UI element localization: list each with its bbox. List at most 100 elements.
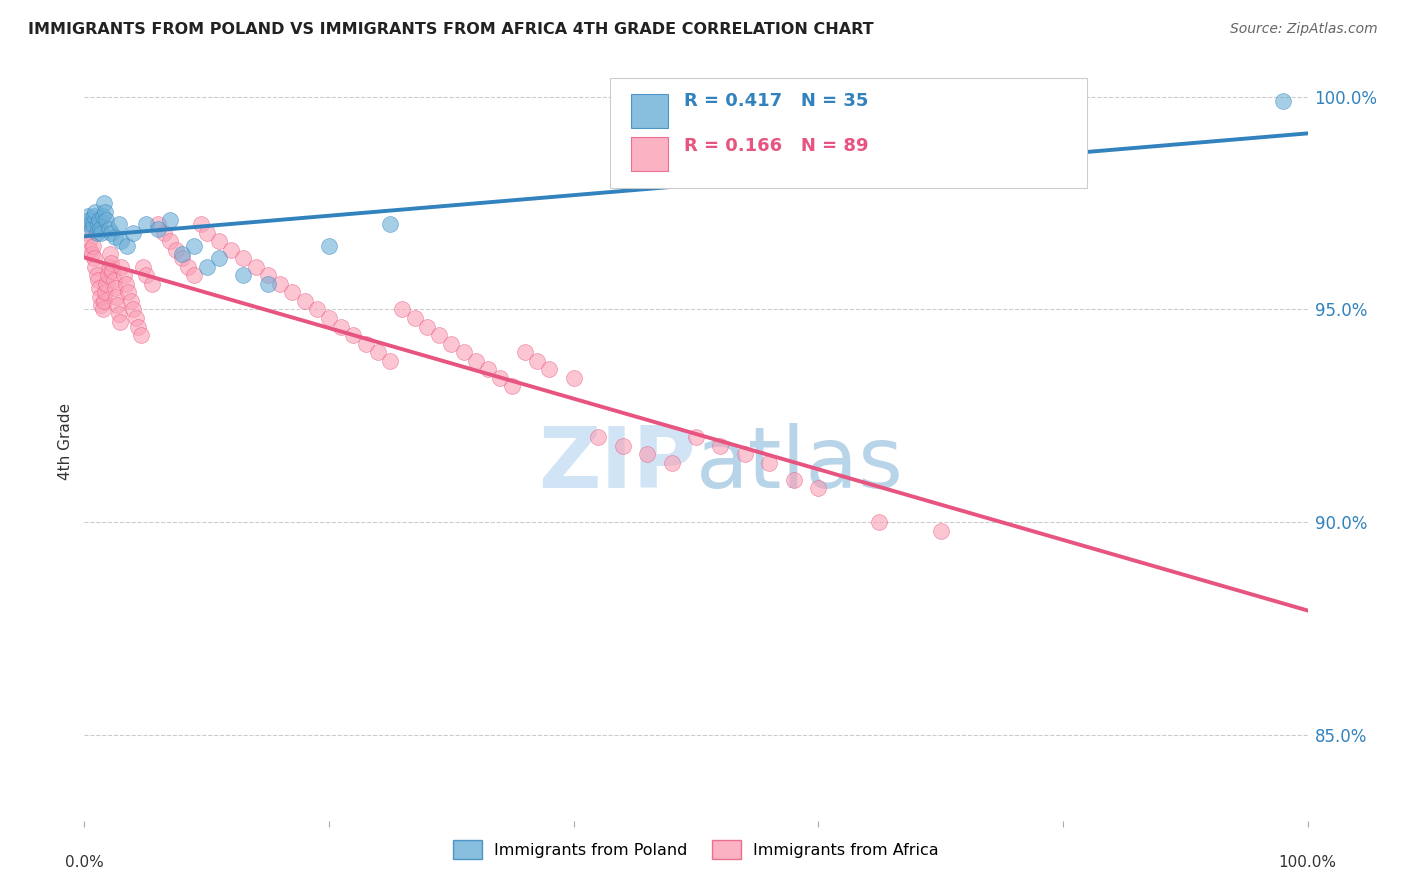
Point <box>101 264 124 278</box>
Point <box>110 235 132 249</box>
Point <box>87 273 110 287</box>
Point <box>464 353 486 368</box>
Point <box>77 226 100 240</box>
Point <box>219 243 242 257</box>
Y-axis label: 4th Grade: 4th Grade <box>58 403 73 480</box>
Point <box>159 213 181 227</box>
Point <box>108 315 131 329</box>
Point <box>97 268 120 283</box>
Point <box>416 319 439 334</box>
Point <box>82 238 104 252</box>
Point <box>87 213 110 227</box>
Point <box>257 268 280 283</box>
Point <box>269 277 291 291</box>
Point <box>84 260 107 274</box>
Point <box>208 252 231 266</box>
Point <box>100 226 122 240</box>
Point <box>83 209 105 223</box>
Point <box>183 238 205 252</box>
Point <box>87 217 110 231</box>
Point <box>477 362 499 376</box>
Point <box>96 213 118 227</box>
Point <box>82 217 104 231</box>
Point <box>190 217 212 231</box>
Point <box>159 235 181 249</box>
Point <box>97 260 120 274</box>
Point <box>354 336 377 351</box>
Point <box>195 260 218 274</box>
Text: Source: ZipAtlas.com: Source: ZipAtlas.com <box>1230 22 1378 37</box>
Point <box>526 353 548 368</box>
Point <box>105 290 128 304</box>
Point <box>103 273 125 287</box>
Point <box>404 311 426 326</box>
Point <box>115 238 138 252</box>
FancyBboxPatch shape <box>631 95 668 128</box>
Point <box>232 268 254 283</box>
Point <box>80 221 103 235</box>
Point <box>127 319 149 334</box>
FancyBboxPatch shape <box>631 136 668 171</box>
Point <box>330 319 353 334</box>
Legend: Immigrants from Poland, Immigrants from Africa: Immigrants from Poland, Immigrants from … <box>447 833 945 866</box>
Point <box>135 268 157 283</box>
Point <box>709 439 731 453</box>
Point <box>177 260 200 274</box>
Point <box>281 285 304 300</box>
Point <box>318 311 340 326</box>
Point <box>141 277 163 291</box>
Point <box>562 370 585 384</box>
Point <box>89 221 111 235</box>
Point <box>929 524 952 538</box>
Point <box>122 226 145 240</box>
Point <box>146 221 169 235</box>
Point <box>208 235 231 249</box>
Point <box>489 370 512 384</box>
Point <box>257 277 280 291</box>
Point <box>91 209 114 223</box>
Point <box>77 213 100 227</box>
Point <box>734 447 756 461</box>
FancyBboxPatch shape <box>610 78 1087 187</box>
Point <box>79 243 101 257</box>
Point <box>84 204 107 219</box>
Point <box>115 277 138 291</box>
Point <box>89 290 111 304</box>
Text: R = 0.166   N = 89: R = 0.166 N = 89 <box>683 137 869 155</box>
Point <box>758 456 780 470</box>
Point <box>869 516 891 530</box>
Point <box>100 255 122 269</box>
Point <box>86 226 108 240</box>
Point <box>77 235 100 249</box>
Point <box>93 293 115 308</box>
Point <box>502 379 524 393</box>
Point <box>685 430 707 444</box>
Point <box>367 345 389 359</box>
Point <box>122 302 145 317</box>
Point <box>453 345 475 359</box>
Point <box>96 277 118 291</box>
Point <box>120 293 142 308</box>
Point <box>79 217 101 231</box>
Point <box>305 302 328 317</box>
Point <box>195 226 218 240</box>
Point <box>129 328 152 343</box>
Point <box>318 238 340 252</box>
Point <box>125 311 148 326</box>
Point <box>245 260 267 274</box>
Point <box>86 268 108 283</box>
Point <box>807 482 830 496</box>
Point <box>172 252 194 266</box>
Point <box>183 268 205 283</box>
Point <box>1272 94 1295 108</box>
Point <box>83 252 105 266</box>
Point <box>104 281 127 295</box>
Point <box>117 285 139 300</box>
Text: IMMIGRANTS FROM POLAND VS IMMIGRANTS FROM AFRICA 4TH GRADE CORRELATION CHART: IMMIGRANTS FROM POLAND VS IMMIGRANTS FRO… <box>28 22 873 37</box>
Text: ZIP: ZIP <box>538 423 696 506</box>
Point <box>93 196 115 211</box>
Text: R = 0.417   N = 35: R = 0.417 N = 35 <box>683 92 868 110</box>
Point <box>97 221 120 235</box>
Text: atlas: atlas <box>696 423 904 506</box>
Point <box>105 298 128 312</box>
